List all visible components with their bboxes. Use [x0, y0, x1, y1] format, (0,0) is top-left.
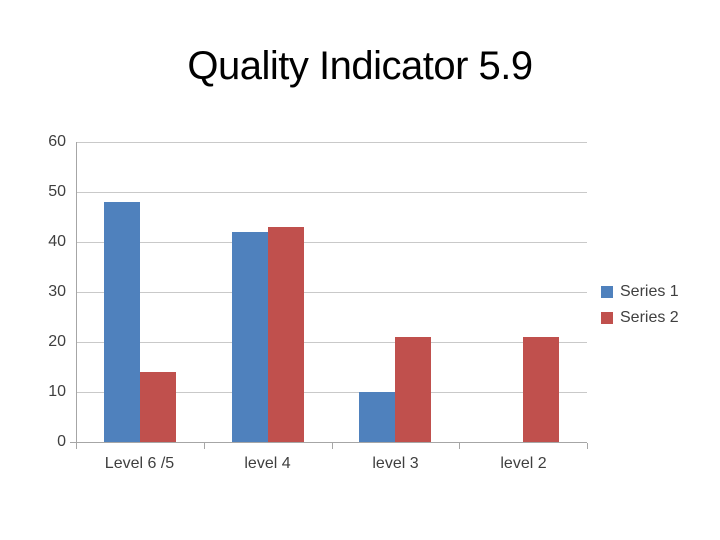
chart-title: Quality Indicator 5.9	[187, 44, 533, 88]
category-tick	[332, 443, 333, 449]
y-axis-line	[76, 142, 77, 443]
gridline-40	[76, 242, 587, 243]
series-1-swatch-icon	[601, 286, 613, 298]
series-2-swatch-icon	[601, 312, 613, 324]
legend-label-series-2: Series 2	[620, 309, 679, 326]
gridline-60	[76, 142, 587, 143]
category-tick	[204, 443, 205, 449]
legend-label-series-1: Series 1	[620, 283, 679, 300]
x-axis-label-level-6-5: Level 6 /5	[104, 455, 175, 472]
bar-series-2-level-3	[395, 337, 431, 442]
gridline-30	[76, 292, 587, 293]
y-axis-label-50: 50	[48, 183, 66, 200]
gridline-0	[70, 442, 587, 443]
x-axis-label-level-2: level 2	[500, 455, 547, 472]
y-axis-label-40: 40	[48, 233, 66, 250]
x-axis-label-level-3: level 3	[372, 455, 419, 472]
y-axis-label-0: 0	[57, 433, 66, 450]
y-axis-label-60: 60	[48, 133, 66, 150]
category-tick	[76, 443, 77, 449]
bar-series-1-level-6-5	[104, 202, 140, 442]
gridline-10	[76, 392, 587, 393]
y-axis-label-20: 20	[48, 333, 66, 350]
gridline-50	[76, 192, 587, 193]
bar-series-2-level-2	[523, 337, 559, 442]
bar-series-2-level-4	[268, 227, 304, 442]
bar-series-1-level-3	[359, 392, 395, 442]
gridline-20	[76, 342, 587, 343]
legend-item-series-2: Series 2	[601, 305, 679, 331]
y-axis-label-30: 30	[48, 283, 66, 300]
x-axis-label-level-4: level 4	[244, 455, 291, 472]
bar-series-2-level-6-5	[140, 372, 176, 442]
legend-item-series-1: Series 1	[601, 279, 679, 305]
legend: Series 1 Series 2	[601, 279, 679, 331]
y-axis-label-10: 10	[48, 383, 66, 400]
bar-series-1-level-4	[232, 232, 268, 442]
category-tick	[459, 443, 460, 449]
category-tick	[587, 443, 588, 449]
